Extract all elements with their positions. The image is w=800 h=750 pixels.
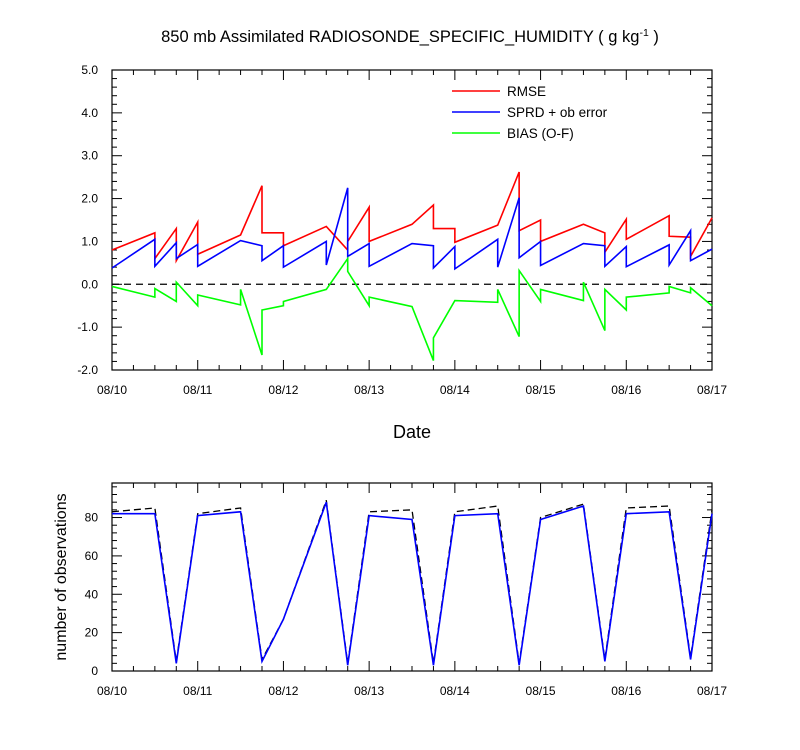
legend-sprd-label: SPRD + ob error	[507, 105, 608, 120]
top-y-tick-label: 3.0	[81, 149, 98, 163]
top-series-bias-o-f	[111, 256, 713, 361]
x-axis-title: Date	[393, 422, 431, 442]
top-x-tick-label: 08/15	[526, 383, 556, 397]
bottom-y-tick-label: 40	[85, 587, 99, 601]
legend: RMSE SPRD + ob error BIAS (O-F)	[452, 84, 608, 141]
bottom-x-tick-label: 08/13	[354, 684, 384, 698]
legend-rmse-label: RMSE	[507, 84, 546, 99]
bottom-x-tick-label: 08/11	[183, 684, 212, 698]
top-x-tick-label: 08/17	[697, 383, 727, 397]
top-x-tick-label: 08/11	[183, 383, 212, 397]
bottom-y-tick-label: 60	[85, 549, 99, 563]
top-y-tick-label: 2.0	[81, 192, 98, 206]
top-plot-frame	[111, 69, 713, 371]
top-x-tick-label: 08/12	[268, 383, 298, 397]
top-y-tick-label: -2.0	[77, 363, 98, 377]
bottom-y-tick-label: 0	[91, 664, 98, 678]
top-series-rmse	[111, 171, 713, 264]
bottom-y-axis-title: number of observations	[53, 493, 70, 660]
bottom-x-tick-label: 08/10	[97, 684, 127, 698]
bottom-x-tick-label: 08/17	[697, 684, 727, 698]
top-y-tick-label: 5.0	[81, 63, 98, 77]
legend-bias-label: BIAS (O-F)	[507, 126, 574, 141]
top-y-tick-label: 1.0	[81, 234, 98, 248]
chart-title-superscript: -1	[639, 27, 648, 39]
top-y-tick-label: -1.0	[77, 320, 98, 334]
bottom-x-tick-label: 08/15	[526, 684, 556, 698]
top-x-tick-label: 08/13	[354, 383, 384, 397]
bottom-y-tick-label: 20	[85, 626, 99, 640]
bottom-series-observations-available	[111, 500, 713, 664]
chart-title: 850 mb Assimilated RADIOSONDE_SPECIFIC_H…	[161, 27, 659, 46]
chart-title-main: 850 mb Assimilated RADIOSONDE_SPECIFIC_H…	[161, 28, 639, 46]
bottom-x-tick-label: 08/16	[611, 684, 641, 698]
bottom-plot: 08/10 08/11 08/12 08/13 08/14 08/15 08/16 08/17…	[53, 482, 727, 698]
bottom-x-tick-label: 08/14	[440, 684, 470, 698]
top-y-tick-label: 0.0	[81, 277, 98, 291]
top-series-sprd-ob-error	[111, 187, 713, 271]
bottom-series-observations-assimilated	[112, 501, 713, 666]
top-x-tick-label: 08/10	[97, 383, 127, 397]
top-x-tick-label: 08/16	[611, 383, 641, 397]
bottom-x-tick-label: 08/12	[268, 684, 298, 698]
top-plot: 08/10 08/11 08/12 08/13 08/14 08/15 08/16 08/17…	[77, 63, 727, 442]
top-y-tick-label: 4.0	[81, 106, 98, 120]
bottom-plot-frame	[111, 482, 713, 672]
bottom-y-tick-label: 80	[85, 511, 99, 525]
chart-title-end: )	[649, 28, 659, 46]
top-x-tick-label: 08/14	[440, 383, 470, 397]
